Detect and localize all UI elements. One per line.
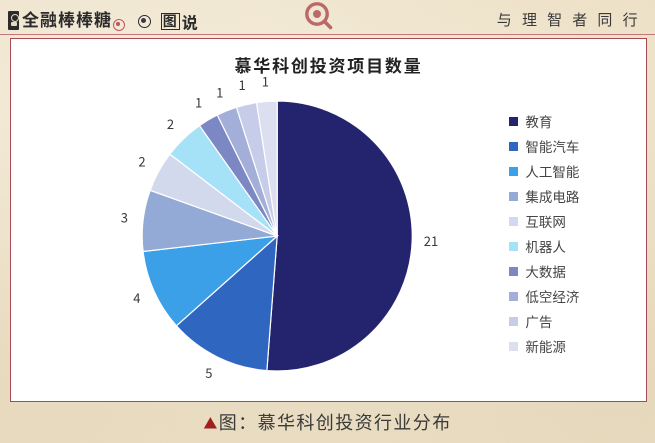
svg-text:1: 1 <box>238 75 245 94</box>
svg-text:1: 1 <box>195 93 202 112</box>
svg-text:5: 5 <box>205 363 212 379</box>
svg-text:2: 2 <box>138 152 145 171</box>
svg-text:2: 2 <box>167 114 174 133</box>
svg-text:3: 3 <box>121 207 128 226</box>
svg-text:4: 4 <box>133 288 140 307</box>
svg-text:1: 1 <box>216 82 223 101</box>
svg-text:21: 21 <box>424 231 438 250</box>
svg-text:1: 1 <box>262 72 269 91</box>
